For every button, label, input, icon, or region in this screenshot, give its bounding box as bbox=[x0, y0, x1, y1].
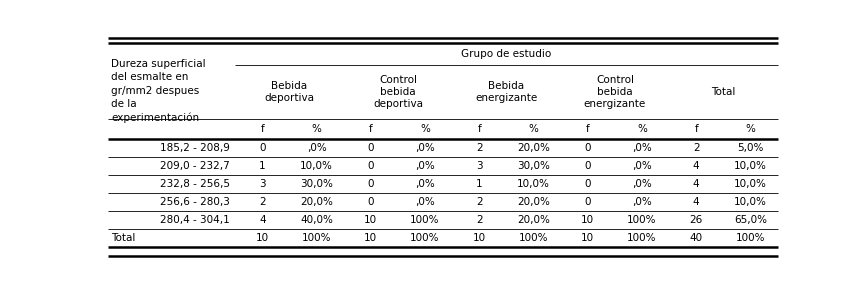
Text: 0: 0 bbox=[585, 161, 591, 171]
Text: 1: 1 bbox=[259, 161, 265, 171]
Text: 10,0%: 10,0% bbox=[300, 161, 333, 171]
Text: 100%: 100% bbox=[410, 215, 440, 225]
Text: 10,0%: 10,0% bbox=[517, 179, 550, 189]
Text: 0: 0 bbox=[585, 143, 591, 153]
Text: f: f bbox=[695, 124, 698, 134]
Text: 0: 0 bbox=[259, 143, 265, 153]
Text: 2: 2 bbox=[259, 197, 265, 207]
Text: %: % bbox=[746, 124, 755, 134]
Text: ,0%: ,0% bbox=[416, 179, 435, 189]
Text: 100%: 100% bbox=[627, 233, 657, 243]
Text: 5,0%: 5,0% bbox=[737, 143, 764, 153]
Text: 20,0%: 20,0% bbox=[517, 215, 550, 225]
Text: 100%: 100% bbox=[302, 233, 331, 243]
Text: %: % bbox=[312, 124, 321, 134]
Text: 2: 2 bbox=[476, 215, 483, 225]
Text: 0: 0 bbox=[585, 179, 591, 189]
Text: ,0%: ,0% bbox=[416, 161, 435, 171]
Text: Total: Total bbox=[111, 233, 136, 243]
Text: Total: Total bbox=[711, 87, 735, 97]
Text: 0: 0 bbox=[367, 161, 374, 171]
Text: 2: 2 bbox=[476, 143, 483, 153]
Text: 20,0%: 20,0% bbox=[517, 197, 550, 207]
Text: 3: 3 bbox=[476, 161, 483, 171]
Text: ,0%: ,0% bbox=[632, 179, 651, 189]
Text: Dureza superficial
del esmalte en
gr/mm2 despues
de la
experimentación: Dureza superficial del esmalte en gr/mm2… bbox=[111, 59, 206, 123]
Text: 10,0%: 10,0% bbox=[734, 197, 767, 207]
Text: 0: 0 bbox=[367, 197, 374, 207]
Text: 4: 4 bbox=[693, 161, 700, 171]
Text: Control
bebida
deportiva: Control bebida deportiva bbox=[373, 75, 423, 109]
Text: 10: 10 bbox=[365, 215, 378, 225]
Text: 2: 2 bbox=[693, 143, 700, 153]
Text: 4: 4 bbox=[693, 179, 700, 189]
Text: 10: 10 bbox=[473, 233, 486, 243]
Text: 30,0%: 30,0% bbox=[300, 179, 333, 189]
Text: 0: 0 bbox=[585, 197, 591, 207]
Text: Bebida
energizante: Bebida energizante bbox=[475, 81, 537, 103]
Text: %: % bbox=[420, 124, 430, 134]
Text: f: f bbox=[586, 124, 589, 134]
Text: 26: 26 bbox=[689, 215, 703, 225]
Text: 100%: 100% bbox=[518, 233, 549, 243]
Text: 256,6 - 280,3: 256,6 - 280,3 bbox=[160, 197, 230, 207]
Text: ,0%: ,0% bbox=[632, 161, 651, 171]
Text: 1: 1 bbox=[476, 179, 483, 189]
Text: %: % bbox=[529, 124, 538, 134]
Text: 10,0%: 10,0% bbox=[734, 179, 767, 189]
Text: %: % bbox=[637, 124, 647, 134]
Text: ,0%: ,0% bbox=[632, 143, 651, 153]
Text: 10: 10 bbox=[365, 233, 378, 243]
Text: 10: 10 bbox=[256, 233, 269, 243]
Text: 3: 3 bbox=[259, 179, 265, 189]
Text: 10: 10 bbox=[581, 215, 594, 225]
Text: 100%: 100% bbox=[627, 215, 657, 225]
Text: Bebida
deportiva: Bebida deportiva bbox=[264, 81, 314, 103]
Text: 0: 0 bbox=[367, 179, 374, 189]
Text: f: f bbox=[369, 124, 372, 134]
Text: 100%: 100% bbox=[410, 233, 440, 243]
Text: f: f bbox=[478, 124, 481, 134]
Text: ,0%: ,0% bbox=[416, 197, 435, 207]
Text: 100%: 100% bbox=[736, 233, 766, 243]
Text: 40,0%: 40,0% bbox=[300, 215, 333, 225]
Text: 40: 40 bbox=[689, 233, 702, 243]
Text: 2: 2 bbox=[476, 197, 483, 207]
Text: 4: 4 bbox=[693, 197, 700, 207]
Text: Control
bebida
energizante: Control bebida energizante bbox=[584, 75, 646, 109]
Text: 10: 10 bbox=[581, 233, 594, 243]
Text: 280,4 - 304,1: 280,4 - 304,1 bbox=[160, 215, 230, 225]
Text: 232,8 - 256,5: 232,8 - 256,5 bbox=[160, 179, 230, 189]
Text: 209,0 - 232,7: 209,0 - 232,7 bbox=[160, 161, 230, 171]
Text: ,0%: ,0% bbox=[632, 197, 651, 207]
Text: 185,2 - 208,9: 185,2 - 208,9 bbox=[160, 143, 230, 153]
Text: ,0%: ,0% bbox=[416, 143, 435, 153]
Text: 0: 0 bbox=[367, 143, 374, 153]
Text: 4: 4 bbox=[259, 215, 265, 225]
Text: Grupo de estudio: Grupo de estudio bbox=[461, 49, 551, 59]
Text: ,0%: ,0% bbox=[307, 143, 327, 153]
Text: 10,0%: 10,0% bbox=[734, 161, 767, 171]
Text: f: f bbox=[260, 124, 264, 134]
Text: 30,0%: 30,0% bbox=[517, 161, 550, 171]
Text: 20,0%: 20,0% bbox=[517, 143, 550, 153]
Text: 20,0%: 20,0% bbox=[300, 197, 333, 207]
Text: 65,0%: 65,0% bbox=[734, 215, 767, 225]
